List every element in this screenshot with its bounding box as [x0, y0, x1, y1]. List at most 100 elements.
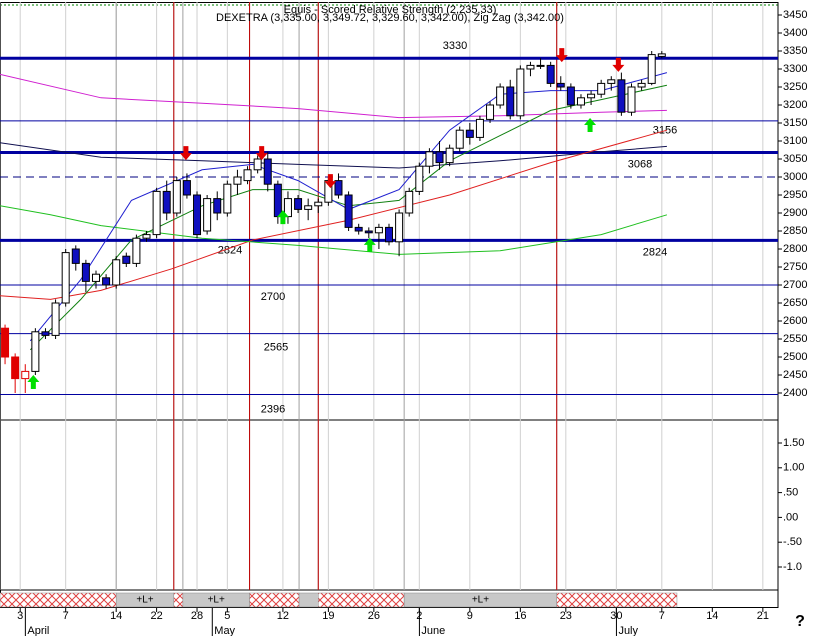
- candle-body: [21, 370, 30, 380]
- average-line: [0, 142, 667, 169]
- candle-body: [233, 176, 242, 185]
- candle-body: [132, 237, 141, 264]
- candle-body: [81, 262, 90, 282]
- y-tick-label: 1.00: [783, 462, 804, 474]
- y-tick-label: 2850: [783, 225, 807, 237]
- candle-body: [425, 151, 434, 167]
- candle-body: [31, 331, 40, 372]
- signal-arrow: [255, 146, 268, 161]
- candle-body: [597, 82, 606, 95]
- candle-body: [334, 180, 343, 196]
- y-tick-label: 1.50: [783, 437, 804, 449]
- y-tick-label: 3250: [783, 81, 807, 93]
- candle-body: [374, 226, 383, 234]
- signal-arrow: [27, 375, 40, 389]
- x-tick-label: 26: [368, 610, 380, 622]
- y-tick-label: 3450: [783, 9, 807, 21]
- candle-body: [51, 302, 60, 336]
- level-label: 2396: [261, 403, 285, 415]
- candle-body: [122, 255, 131, 264]
- candle-body: [435, 151, 444, 164]
- y-tick-label: 3400: [783, 27, 807, 39]
- y-tick-label: 2450: [783, 369, 807, 381]
- candle-body: [546, 64, 555, 84]
- candle-body: [253, 158, 262, 171]
- candle-body: [445, 147, 454, 164]
- regime-band: [556, 592, 678, 608]
- candle-body: [41, 331, 50, 336]
- candle-body: [455, 129, 464, 149]
- help-mark[interactable]: ?: [795, 613, 805, 630]
- candle-body: [415, 165, 424, 192]
- candle-body: [213, 198, 222, 214]
- candle-body: [637, 82, 646, 88]
- level-label: 2700: [261, 291, 285, 303]
- band-label: +L+: [472, 595, 489, 606]
- average-line: [0, 205, 668, 255]
- candle-body: [576, 97, 585, 106]
- y-tick-label: 2550: [783, 333, 807, 345]
- x-tick-label: 23: [560, 610, 572, 622]
- candle-body: [627, 86, 636, 113]
- x-tick-label: 14: [706, 610, 718, 622]
- month-label: May: [214, 625, 235, 636]
- y-tick-label: 3050: [783, 153, 807, 165]
- candle-body: [475, 118, 484, 138]
- candle-body: [91, 273, 100, 282]
- candle-body: [587, 93, 596, 99]
- candle-body: [314, 201, 323, 207]
- candle-body: [364, 230, 373, 234]
- signal-arrow: [363, 237, 376, 252]
- candle-body: [273, 183, 282, 218]
- x-tick-label: 12: [277, 610, 289, 622]
- signal-arrow: [179, 146, 192, 161]
- x-tick-label: 9: [467, 610, 473, 622]
- candle-body: [556, 82, 565, 88]
- candle-body: [486, 104, 495, 120]
- y-tick-label: 2900: [783, 207, 807, 219]
- regime-band: [0, 592, 117, 608]
- signal-arrow: [324, 174, 337, 189]
- candle-body: [294, 198, 303, 210]
- candle-body: [536, 64, 545, 67]
- candle-body: [142, 234, 151, 239]
- level-label: 2824: [218, 244, 242, 256]
- y-tick-label: 2750: [783, 261, 807, 273]
- y-tick-label: 3300: [783, 63, 807, 75]
- average-line: [0, 73, 667, 119]
- y-tick-label: 2700: [783, 279, 807, 291]
- signal-arrow: [555, 48, 568, 63]
- month-label: April: [27, 625, 49, 636]
- x-tick-label: 16: [514, 610, 526, 622]
- x-tick-label: 22: [150, 610, 162, 622]
- x-tick-label: 7: [659, 610, 665, 622]
- candle-body: [607, 79, 616, 84]
- candle-body: [354, 226, 363, 232]
- regime-band: [249, 592, 300, 608]
- band-label: +L+: [136, 595, 153, 606]
- y-tick-label: 3000: [783, 171, 807, 183]
- candle-body: [526, 64, 535, 70]
- candle-body: [11, 356, 20, 380]
- candle-body: [263, 158, 272, 185]
- level-label: 3330: [443, 40, 467, 52]
- signal-arrow: [584, 117, 597, 132]
- y-tick-label: 2500: [783, 351, 807, 363]
- regime-band: [318, 592, 405, 608]
- candle-body: [566, 86, 575, 106]
- level-label: 2824: [643, 246, 667, 258]
- candle-body: [203, 198, 212, 232]
- x-tick-label: 19: [322, 610, 334, 622]
- candle-body: [465, 129, 474, 138]
- y-tick-label: 2950: [783, 189, 807, 201]
- x-tick-label: 7: [63, 610, 69, 622]
- signal-arrow: [612, 57, 625, 72]
- level-label: 2565: [264, 342, 288, 354]
- month-label: June: [421, 625, 445, 636]
- band-label: +L+: [208, 595, 225, 606]
- month-label: July: [618, 625, 638, 636]
- x-tick-label: 14: [110, 610, 122, 622]
- candle-body: [304, 205, 313, 210]
- candle-body: [385, 226, 393, 243]
- candle-body: [405, 190, 414, 214]
